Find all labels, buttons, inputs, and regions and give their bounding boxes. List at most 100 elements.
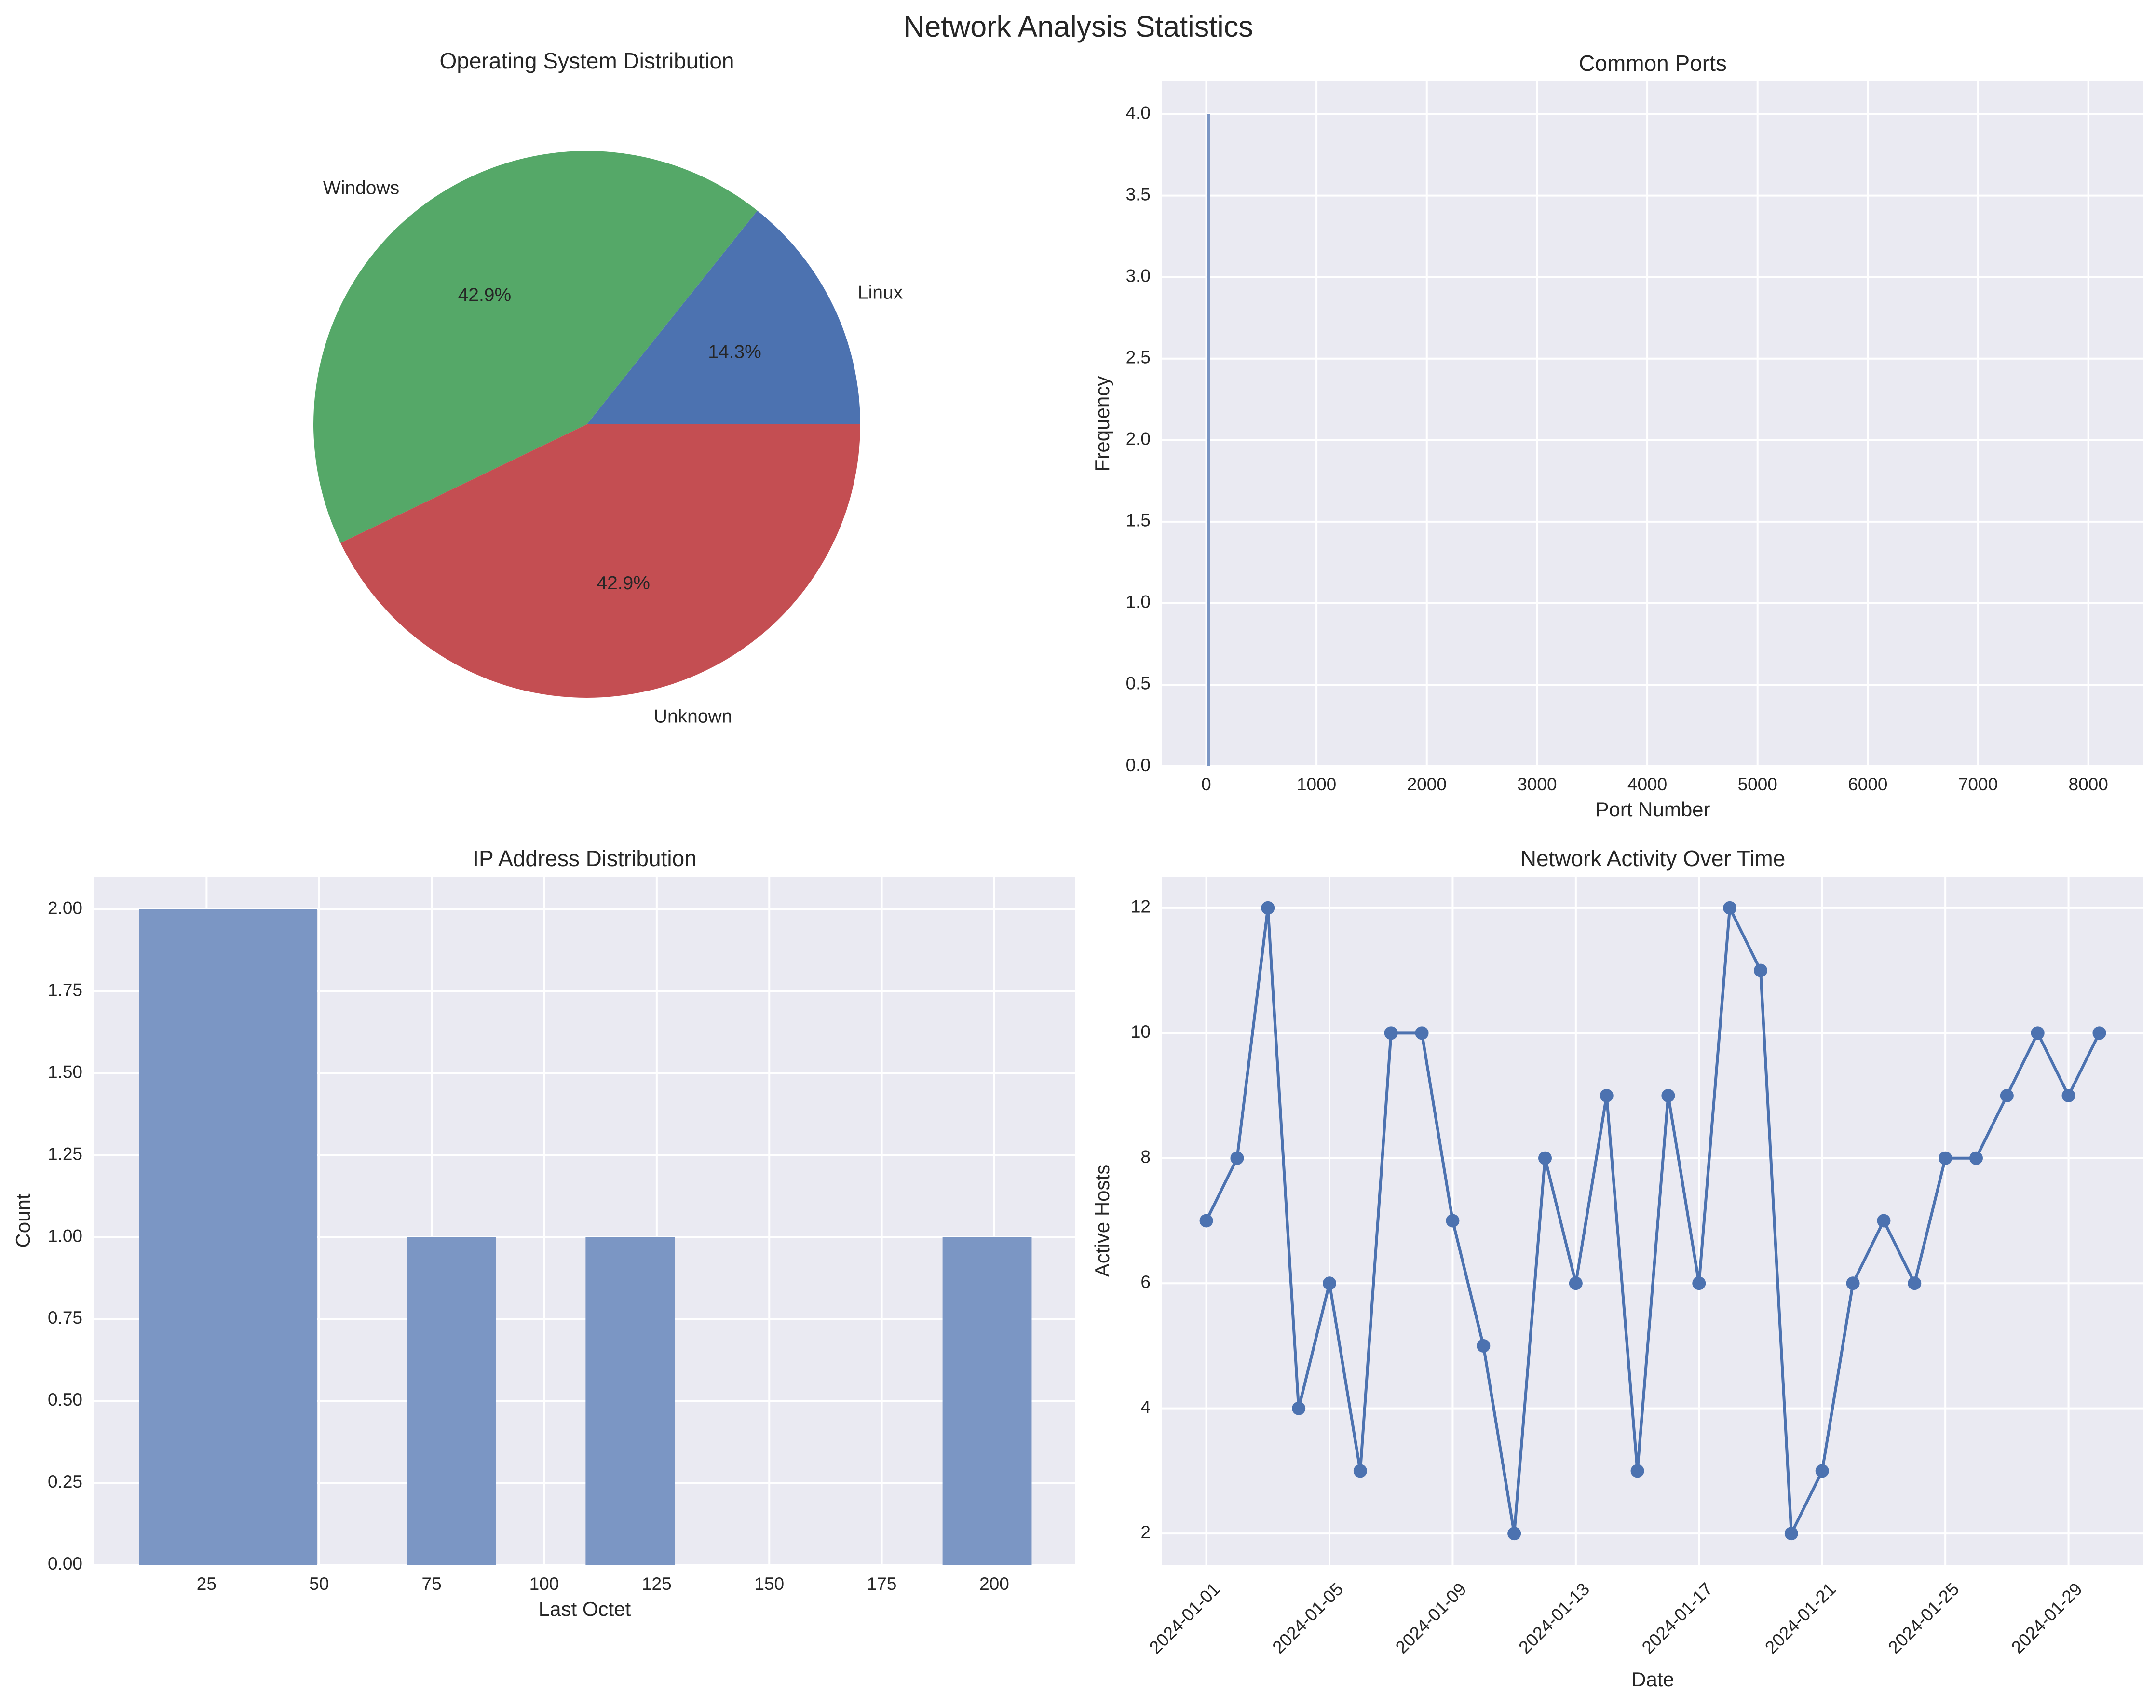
y-tick-label: 1.75	[48, 980, 82, 1000]
y-tick-label: 1.00	[48, 1226, 82, 1246]
activity-point	[1723, 901, 1737, 915]
pie-slice-unknown	[340, 424, 860, 698]
activity-point	[1384, 1026, 1398, 1040]
y-tick-label: 0.50	[48, 1390, 82, 1410]
histogram-bar	[139, 909, 317, 1565]
activity-point	[1230, 1151, 1244, 1165]
x-tick-label: 75	[422, 1574, 442, 1594]
y-tick-label: 0.25	[48, 1472, 82, 1491]
activity-point	[1261, 901, 1275, 915]
figure-title: Network Analysis Statistics	[903, 10, 1253, 43]
network-activity-chart: Network Activity Over Time 2 4 6 8 10 12 2024-0…	[1091, 846, 2143, 1691]
y-tick-label: 3.5	[1126, 184, 1151, 204]
activity-point	[1877, 1214, 1891, 1228]
chart-title: IP Address Distribution	[473, 846, 697, 871]
histogram-bar	[407, 1237, 496, 1565]
y-tick-label: 0.00	[48, 1554, 82, 1573]
activity-point	[1415, 1026, 1429, 1040]
y-tick-label: 10	[1131, 1022, 1151, 1042]
x-tick-label: 2024-01-25	[1885, 1579, 1963, 1657]
x-tick-label: 1000	[1297, 774, 1336, 794]
activity-point	[1353, 1464, 1367, 1478]
pie-percent-unknown: 42.9%	[597, 573, 650, 594]
x-tick-label: 6000	[1848, 774, 1887, 794]
y-tick-label: 1.5	[1126, 511, 1151, 530]
x-tick-label: 2024-01-13	[1515, 1579, 1593, 1657]
y-tick-label: 2.5	[1126, 348, 1151, 367]
y-axis-label: Frequency	[1091, 376, 1113, 472]
activity-point	[2061, 1089, 2075, 1103]
activity-point	[1569, 1276, 1583, 1290]
activity-point	[1908, 1276, 1922, 1290]
x-tick-label: 25	[197, 1574, 217, 1594]
chart-title: Network Activity Over Time	[1520, 846, 1786, 871]
x-tick-label: 8000	[2069, 774, 2108, 794]
activity-point	[1538, 1151, 1552, 1165]
activity-point	[1446, 1214, 1460, 1228]
x-tick-label: 2024-01-17	[1638, 1579, 1717, 1657]
x-tick-label: 2024-01-21	[1761, 1579, 1840, 1657]
x-tick-label: 7000	[1958, 774, 1998, 794]
x-tick-label: 2024-01-29	[2007, 1579, 2086, 1657]
x-tick-label: 0	[1201, 774, 1211, 794]
x-tick-label: 150	[754, 1574, 784, 1594]
os-pie-chart: Operating System Distribution Linux 14.3% W…	[313, 48, 903, 727]
pie-label-unknown: Unknown	[654, 706, 732, 727]
activity-point	[1600, 1089, 1614, 1103]
chart-title: Operating System Distribution	[439, 48, 734, 73]
plot-area	[1162, 877, 2143, 1565]
pie-percent-linux: 14.3%	[708, 342, 761, 363]
x-axis-label: Last Octet	[539, 1598, 631, 1620]
pie-slice-windows	[313, 151, 758, 543]
y-tick-label: 2	[1140, 1522, 1151, 1542]
x-tick-label: 2024-01-09	[1392, 1579, 1470, 1657]
activity-point	[1507, 1527, 1521, 1541]
y-tick-label: 8	[1140, 1147, 1151, 1167]
activity-point	[1939, 1151, 1953, 1165]
y-tick-label: 1.25	[48, 1144, 82, 1164]
y-axis-label: Count	[12, 1193, 34, 1247]
y-tick-label: 1.50	[48, 1062, 82, 1082]
x-tick-label: 175	[867, 1574, 897, 1594]
activity-point	[1784, 1527, 1798, 1541]
y-axis-label: Active Hosts	[1091, 1165, 1113, 1277]
pie-percent-windows: 42.9%	[458, 285, 512, 305]
port-bar	[1207, 114, 1210, 767]
histogram-bar	[585, 1237, 675, 1565]
histogram-bar	[942, 1237, 1032, 1565]
x-tick-label: 3000	[1517, 774, 1557, 794]
activity-point	[2092, 1026, 2106, 1040]
activity-point	[1323, 1276, 1337, 1290]
x-tick-label: 2000	[1407, 774, 1447, 794]
y-tick-label: 0.0	[1126, 755, 1151, 775]
y-tick-label: 3.0	[1126, 266, 1151, 285]
y-tick-label: 4.0	[1126, 103, 1151, 122]
x-tick-label: 2024-01-05	[1269, 1579, 1347, 1657]
x-tick-label: 5000	[1738, 774, 1777, 794]
x-tick-label: 2024-01-01	[1145, 1579, 1224, 1657]
activity-point	[1630, 1464, 1644, 1478]
activity-point	[1969, 1151, 1983, 1165]
pie-label-windows: Windows	[323, 178, 399, 199]
chart-title: Common Ports	[1579, 51, 1727, 76]
activity-point	[2000, 1089, 2014, 1103]
y-tick-label: 2.00	[48, 898, 82, 918]
activity-point	[1661, 1089, 1675, 1103]
x-axis-label: Port Number	[1595, 798, 1710, 821]
pie-label-linux: Linux	[858, 283, 903, 303]
y-tick-label: 12	[1131, 897, 1151, 917]
y-tick-label: 0.5	[1126, 674, 1151, 693]
activity-point	[2031, 1026, 2045, 1040]
y-tick-label: 1.0	[1126, 592, 1151, 612]
activity-point	[1846, 1276, 1860, 1290]
x-tick-label: 50	[309, 1574, 329, 1594]
activity-point	[1477, 1339, 1491, 1353]
activity-point	[1753, 963, 1767, 977]
activity-point	[1292, 1401, 1306, 1415]
y-tick-label: 6	[1140, 1272, 1151, 1292]
x-tick-label: 100	[529, 1574, 559, 1594]
y-tick-label: 2.0	[1126, 429, 1151, 449]
pie-slice-linux	[587, 210, 860, 424]
